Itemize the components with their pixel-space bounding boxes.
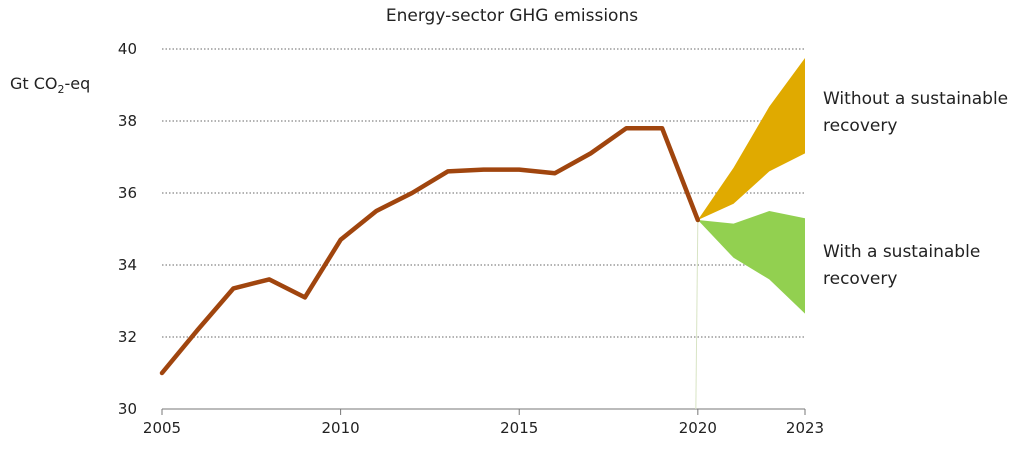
annotation-line: With a sustainable [823,242,981,262]
gridlines [162,48,805,338]
scenario-split-marker [695,219,699,410]
y-tick-label: 30 [118,400,137,418]
annotation-line: recovery [823,116,898,136]
tick-labels: 30 32 34 36 38 40 2005 2010 2015 2020 2023 [118,40,824,437]
y-tick-label: 32 [118,328,137,346]
x-tick-label: 2020 [679,419,717,437]
chart-title: Energy-sector GHG emissions [385,6,639,26]
y-tick-label: 34 [118,256,137,274]
annotation-without-sustainable-recovery: Without a sustainable recovery [823,86,1008,140]
series-line-historical-emissions [159,125,701,376]
band-without-sustainable-recovery [697,58,805,220]
series-lines [159,125,701,376]
annotation-with-sustainable-recovery: With a sustainable recovery [823,239,980,293]
x-tick-label: 2005 [143,419,181,437]
x-tick-label: 2023 [786,419,824,437]
x-tick-label: 2015 [500,419,538,437]
x-tick-label: 2010 [322,419,360,437]
axes [161,219,806,415]
y-tick-label: 40 [118,40,137,58]
y-tick-label: 36 [118,184,137,202]
scenario-bands [697,58,805,314]
band-with-sustainable-recovery [697,211,805,314]
annotation-line: recovery [823,269,898,289]
y-tick-label: 38 [118,112,137,130]
y-axis-label: Gt CO2-eq [10,74,91,97]
annotation-line: Without a sustainable [823,89,1009,109]
